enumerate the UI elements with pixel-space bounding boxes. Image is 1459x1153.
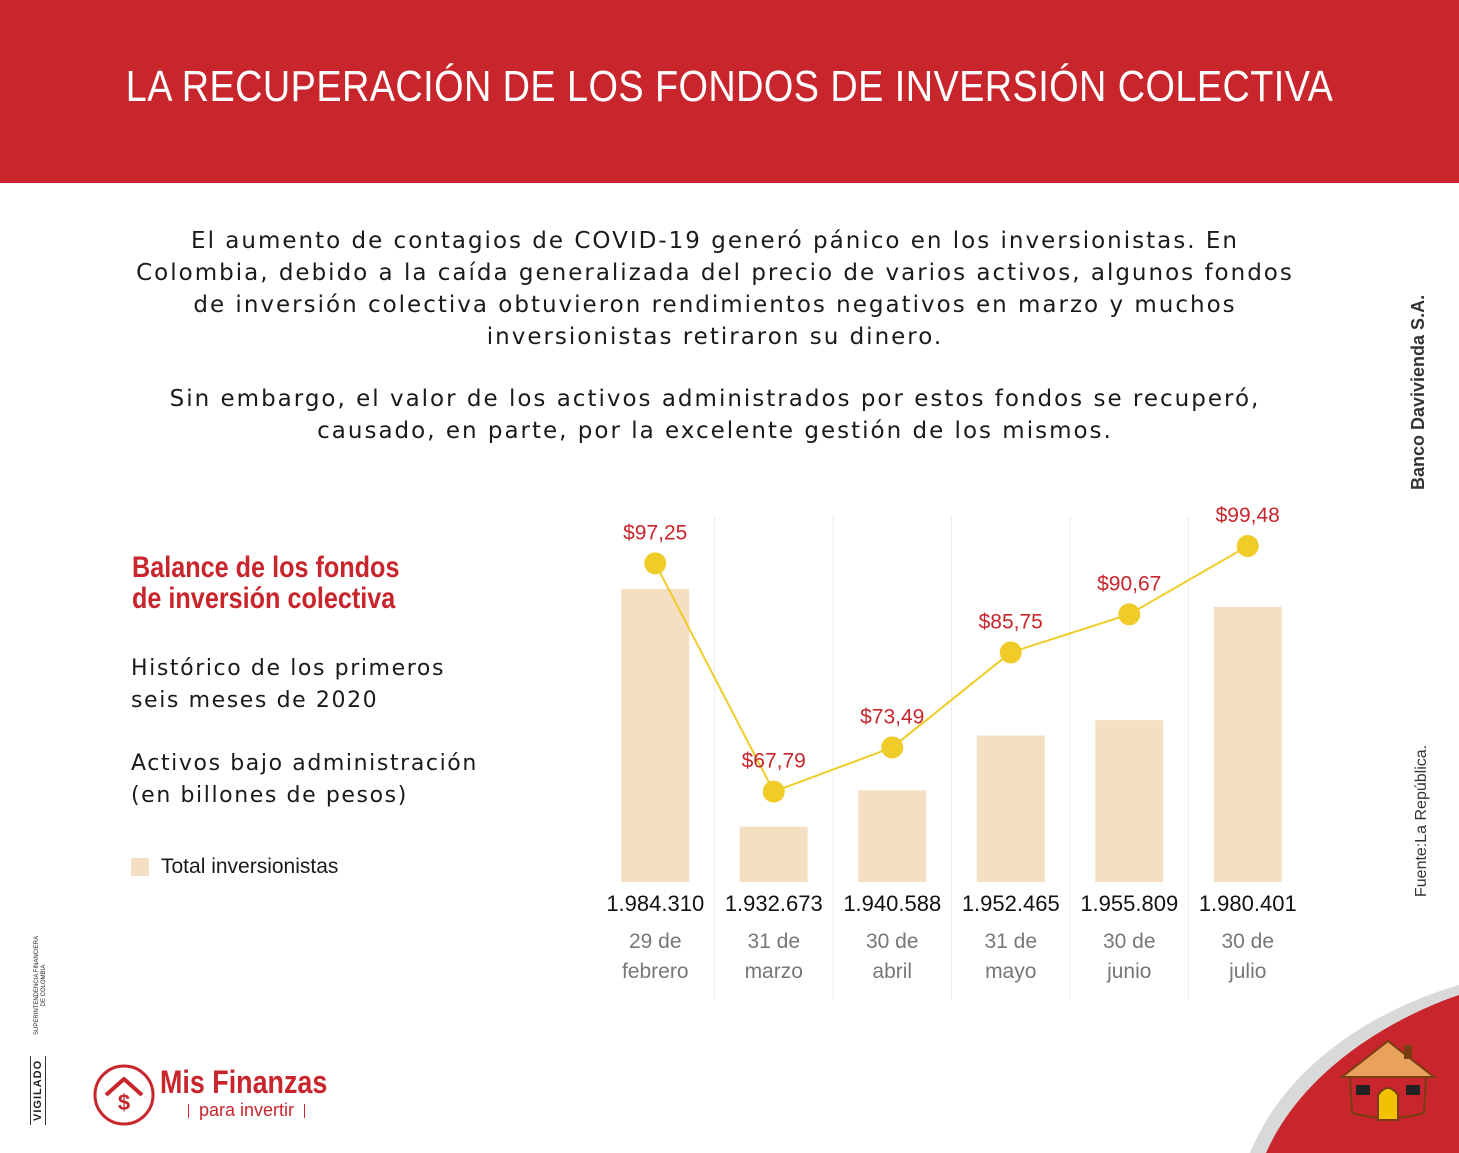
subtitle-line: (en billones de pesos)	[131, 783, 408, 808]
date-tick-label: julio	[1228, 960, 1266, 983]
legend-label: Total inversionistas	[161, 855, 339, 878]
activos-point	[762, 780, 785, 803]
bar-total-inversionistas	[858, 790, 927, 882]
chart-subtitle-units: Activos bajo administración (en billones…	[131, 748, 478, 812]
activos-point	[881, 736, 904, 759]
subtitle-line: Activos bajo administración	[131, 751, 478, 776]
intro-line: Sin embargo, el valor de los activos adm…	[169, 386, 1261, 412]
chart-subtitle-period: Histórico de los primeros seis meses de …	[131, 653, 445, 717]
date-tick-label: abril	[872, 960, 912, 983]
superfinanciera-mark: SUPERINTENDENCIA FINANCIERA DE COLOMBIA	[34, 936, 48, 1035]
superfin-line: DE COLOMBIA	[41, 964, 47, 1007]
activos-point	[1118, 603, 1141, 626]
chart-legend: Total inversionistas	[131, 855, 338, 879]
legend-swatch	[131, 858, 149, 876]
activos-value-label: $73,49	[860, 705, 924, 728]
bar-total-inversionistas	[1095, 720, 1164, 882]
inversionistas-count-label: 1.984.310	[606, 891, 704, 916]
chart-title: Balance de los fondos de inversión colec…	[132, 552, 399, 614]
logo-name: Mis Finanzas	[160, 1064, 328, 1100]
intro-paragraph-2: Sin embargo, el valor de los activos adm…	[60, 383, 1370, 447]
date-tick-label: febrero	[622, 960, 689, 983]
bar-total-inversionistas	[1213, 606, 1282, 882]
date-tick-label: 31 de	[747, 930, 800, 953]
inversionistas-count-label: 1.955.809	[1080, 891, 1178, 916]
logo-tagline-text: para invertir	[199, 1100, 295, 1120]
date-tick-label: 29 de	[629, 930, 682, 953]
date-tick-label: junio	[1106, 960, 1151, 983]
logo-tagline: para invertir	[178, 1100, 315, 1121]
inversionistas-count-label: 1.940.588	[843, 891, 941, 916]
inversionistas-count-label: 1.932.673	[725, 891, 823, 916]
activos-value-label: $90,67	[1097, 572, 1161, 595]
intro-line: de inversión colectiva obtuvieron rendim…	[193, 292, 1237, 318]
inversionistas-count-label: 1.952.465	[962, 891, 1060, 916]
mis-finanzas-logo-icon: $	[93, 1064, 155, 1126]
superfin-line: SUPERINTENDENCIA FINANCIERA	[34, 935, 40, 1035]
bank-credit: Banco Davivienda S.A.	[1408, 294, 1428, 490]
bar-total-inversionistas	[739, 826, 808, 882]
date-tick-label: 30 de	[1221, 930, 1274, 953]
activos-value-label: $85,75	[979, 610, 1043, 633]
bar-total-inversionistas	[976, 735, 1045, 882]
corner-house-decoration	[1250, 985, 1459, 1153]
header-banner: LA RECUPERACIÓN DE LOS FONDOS DE INVERSI…	[0, 0, 1459, 183]
date-tick-label: marzo	[745, 960, 803, 983]
intro-paragraph-1: El aumento de contagios de COVID-19 gene…	[60, 225, 1370, 353]
chart-title-line: de inversión colectiva	[132, 582, 396, 615]
logo-dollar-symbol: $	[118, 1090, 130, 1115]
date-tick-label: 30 de	[866, 930, 919, 953]
intro-line: Colombia, debido a la caída generalizada…	[136, 260, 1294, 286]
activos-line	[654, 545, 1249, 793]
activos-value-label: $99,48	[1216, 504, 1280, 527]
chart: $97,25 $67,79 $73,49 $85,75 $90,67 $99,48 1.98…	[606, 504, 1297, 1000]
bar-total-inversionistas	[621, 588, 690, 882]
subtitle-line: Histórico de los primeros	[131, 656, 446, 681]
date-tick-label: mayo	[985, 960, 1036, 983]
date-tick-label: 31 de	[984, 930, 1037, 953]
date-tick-label: 30 de	[1103, 930, 1156, 953]
activos-point	[999, 641, 1022, 664]
activos-value-label: $97,25	[623, 521, 687, 544]
activos-point	[644, 552, 667, 575]
vigilado-mark: VIGILADO	[30, 1055, 46, 1125]
intro-line: causado, en parte, por la excelente gest…	[317, 418, 1113, 444]
activos-value-label: $67,79	[742, 750, 806, 773]
subtitle-line: seis meses de 2020	[131, 688, 379, 713]
inversionistas-count-label: 1.980.401	[1199, 891, 1297, 916]
page-title: LA RECUPERACIÓN DE LOS FONDOS DE INVERSI…	[125, 62, 1334, 111]
activos-point	[1236, 535, 1259, 558]
intro-line: El aumento de contagios de COVID-19 gene…	[191, 228, 1239, 254]
house-icon	[1339, 1039, 1437, 1121]
chart-title-line: Balance de los fondos	[132, 551, 400, 584]
source-credit: Fuente:La República.	[1413, 744, 1430, 897]
intro-line: inversionistas retiraron su dinero.	[486, 324, 944, 350]
